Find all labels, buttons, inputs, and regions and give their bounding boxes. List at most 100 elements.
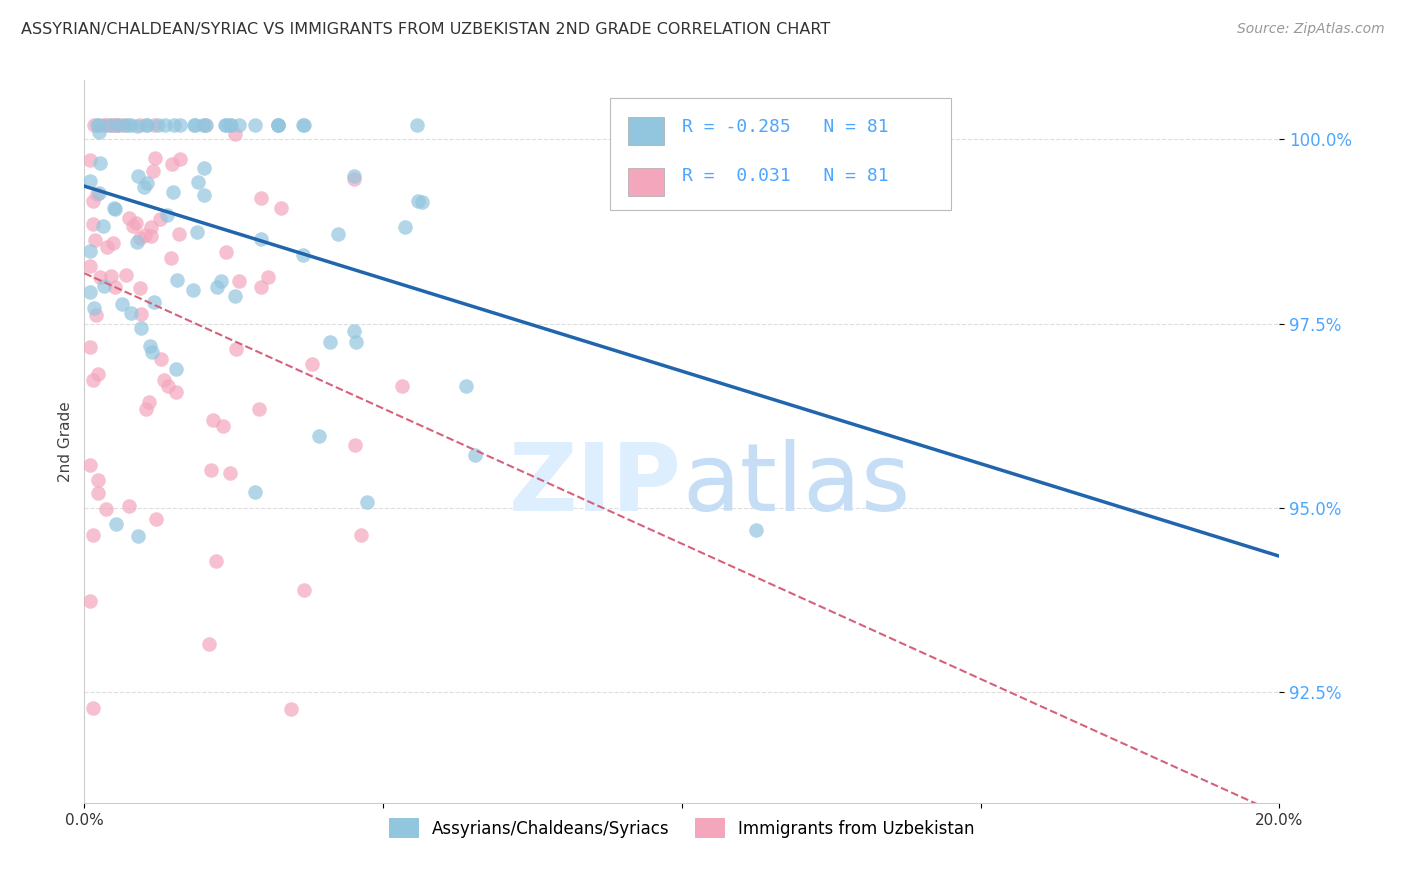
Point <box>205 554 228 568</box>
Point <box>83 118 105 132</box>
Point <box>79 285 101 299</box>
Text: R = -0.285   N = 81: R = -0.285 N = 81 <box>682 119 889 136</box>
Point <box>94 118 117 132</box>
Point <box>101 235 124 250</box>
Point <box>128 231 150 245</box>
Point <box>326 227 349 241</box>
Point <box>169 153 191 167</box>
Point <box>224 127 246 141</box>
Point <box>131 306 153 320</box>
Point <box>82 700 104 714</box>
Point <box>291 248 314 262</box>
Point <box>156 208 179 222</box>
Text: ZIP: ZIP <box>509 439 682 531</box>
Point <box>129 321 152 335</box>
Point <box>160 251 183 265</box>
Point <box>148 118 170 132</box>
Point <box>141 345 163 359</box>
Point <box>79 259 101 273</box>
Point <box>247 401 270 416</box>
Point <box>138 395 160 409</box>
Point <box>162 118 184 132</box>
Point <box>343 438 366 452</box>
Point <box>82 217 104 231</box>
Point <box>129 118 152 132</box>
Point <box>167 227 190 241</box>
Point <box>87 473 110 487</box>
Text: Source: ZipAtlas.com: Source: ZipAtlas.com <box>1237 22 1385 37</box>
Point <box>343 172 366 186</box>
FancyBboxPatch shape <box>610 98 950 211</box>
Point <box>121 219 143 234</box>
Point <box>318 334 340 349</box>
Point <box>267 118 290 132</box>
Point <box>218 466 240 480</box>
Point <box>107 118 129 132</box>
Point <box>114 118 136 132</box>
Point <box>86 368 108 382</box>
Point <box>267 118 290 132</box>
Point <box>105 118 128 132</box>
Point <box>83 233 105 247</box>
Point <box>142 118 165 132</box>
Point <box>103 201 125 215</box>
Point <box>125 119 148 133</box>
Point <box>218 118 240 132</box>
Point <box>464 448 486 462</box>
Point <box>249 232 271 246</box>
Point <box>141 220 163 235</box>
Point <box>94 502 117 516</box>
Point <box>105 516 128 531</box>
Point <box>183 118 205 132</box>
Point <box>160 157 183 171</box>
Point <box>209 274 232 288</box>
Point <box>149 352 172 367</box>
Point <box>280 702 302 716</box>
Point <box>136 176 159 190</box>
Point <box>245 484 267 499</box>
Point <box>270 202 292 216</box>
Point <box>193 161 215 175</box>
Point <box>143 294 166 309</box>
Point <box>391 379 413 393</box>
Point <box>193 187 215 202</box>
Point <box>165 362 187 376</box>
FancyBboxPatch shape <box>628 168 664 196</box>
Point <box>104 280 127 294</box>
Point <box>207 279 229 293</box>
Point <box>79 244 101 258</box>
Point <box>82 194 104 208</box>
Point <box>118 211 141 225</box>
Point <box>184 118 207 132</box>
Point <box>117 118 139 132</box>
Point <box>405 118 427 132</box>
Point <box>125 216 148 230</box>
Point <box>120 306 142 320</box>
Point <box>87 186 110 200</box>
Point <box>394 219 416 234</box>
Point <box>79 153 101 168</box>
Point <box>301 358 323 372</box>
Point <box>153 118 176 132</box>
Point <box>221 118 243 132</box>
Point <box>100 118 122 132</box>
Point <box>89 156 111 170</box>
Legend: Assyrians/Chaldeans/Syriacs, Immigrants from Uzbekistan: Assyrians/Chaldeans/Syriacs, Immigrants … <box>382 812 981 845</box>
Point <box>454 379 477 393</box>
Text: ASSYRIAN/CHALDEAN/SYRIAC VS IMMIGRANTS FROM UZBEKISTAN 2ND GRADE CORRELATION CHA: ASSYRIAN/CHALDEAN/SYRIAC VS IMMIGRANTS F… <box>21 22 831 37</box>
FancyBboxPatch shape <box>628 117 664 145</box>
Point <box>166 272 188 286</box>
Point <box>86 118 108 132</box>
Point <box>142 164 165 178</box>
Point <box>186 225 208 239</box>
Point <box>107 118 129 132</box>
Point <box>104 202 127 216</box>
Point <box>79 173 101 187</box>
Point <box>215 245 238 260</box>
Point <box>200 463 222 477</box>
Point <box>127 529 149 543</box>
Y-axis label: 2nd Grade: 2nd Grade <box>58 401 73 482</box>
Point <box>308 429 330 443</box>
Point <box>181 284 204 298</box>
Point <box>212 418 235 433</box>
